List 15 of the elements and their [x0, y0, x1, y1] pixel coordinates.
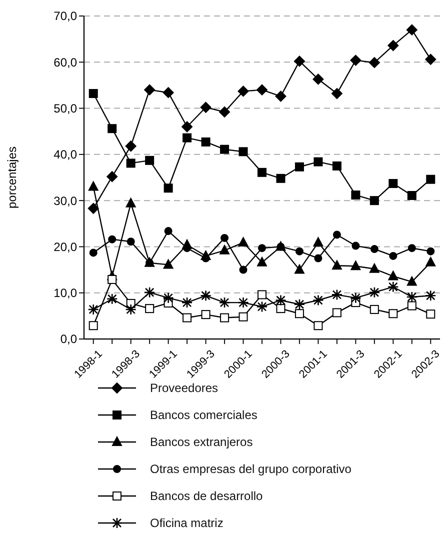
y-tick-label: 40,0	[54, 148, 78, 162]
legend-label: Oficina matriz	[150, 516, 224, 530]
y-tick-label: 60,0	[54, 55, 78, 70]
y-tick-label: 0,0	[60, 332, 78, 346]
legend-label: Bancos de desarrollo	[150, 489, 264, 504]
legend-label: Bancos comerciales	[150, 408, 258, 422]
y-tick-label: 10,0	[54, 286, 78, 300]
legend-label: Bancos extranjeros	[150, 435, 253, 450]
legend-label: Proveedores	[150, 381, 218, 396]
y-tick-label: 70,0	[54, 9, 78, 24]
y-tick-label: 20,0	[54, 240, 78, 254]
y-axis-title: porcentajes	[5, 146, 19, 209]
y-tick-label: 50,0	[54, 101, 78, 116]
y-tick-label: 30,0	[54, 194, 78, 208]
legend-label: Otras empresas del grupo corporativo	[150, 462, 352, 476]
